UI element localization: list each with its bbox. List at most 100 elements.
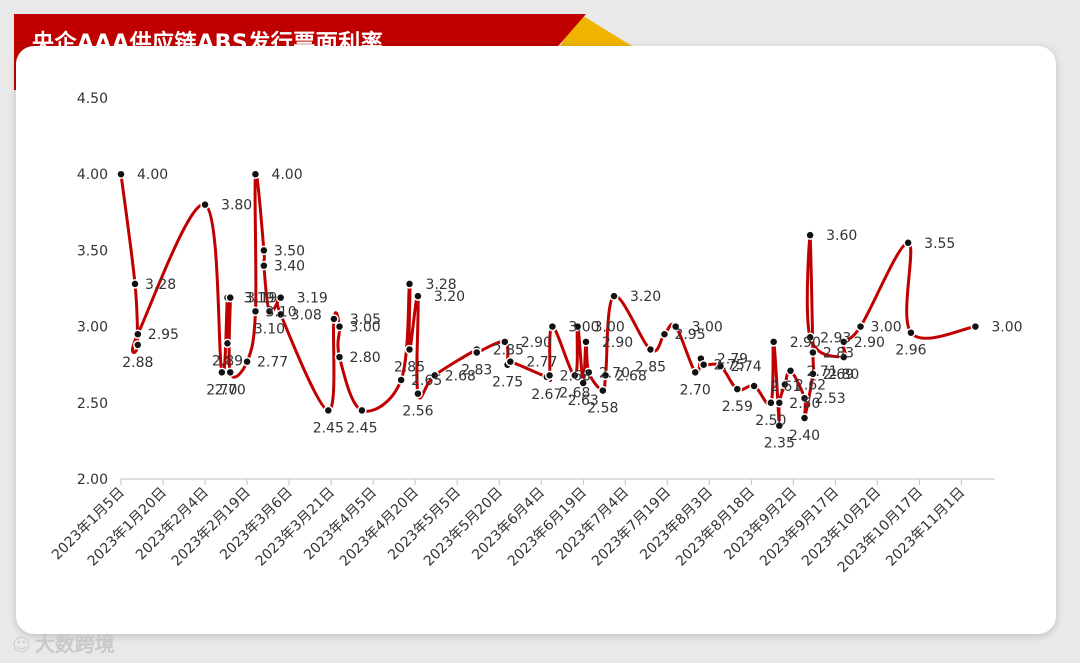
data-labels: 4.00 3.28 2.88 2.95 3.80 2.70 3.19 2.89 3.19 2.70… [122, 167, 1022, 451]
data-point [584, 367, 594, 378]
data-point [906, 327, 916, 338]
x-tick-label: 2023年8月3日 [637, 485, 716, 564]
data-point [334, 321, 345, 332]
watermark-text: 大数跨境 [34, 632, 115, 656]
data-point [264, 306, 275, 317]
data-label: 2.95 [148, 327, 179, 343]
data-label: 3.50 [274, 243, 305, 259]
data-label: 2.53 [815, 391, 846, 407]
data-point [505, 356, 516, 367]
data-point [259, 245, 269, 256]
data-label: 3.20 [434, 289, 465, 305]
data-label: 2.59 [722, 399, 753, 415]
data-point [357, 405, 367, 416]
data-label: 3.40 [274, 259, 305, 275]
data-point [472, 347, 482, 358]
data-label: 2.70 [680, 382, 711, 398]
data-label: 2.70 [599, 365, 630, 381]
data-label: 3.10 [265, 304, 296, 320]
data-point [242, 356, 252, 367]
data-label: 3.19 [243, 291, 274, 307]
data-point [396, 375, 406, 385]
data-label: 2.77 [526, 355, 557, 371]
data-label: 2.74 [730, 359, 761, 375]
data-point [774, 398, 785, 408]
data-point [329, 314, 339, 324]
data-label: 2.77 [257, 355, 288, 371]
x-tick-label: 2023年4月5日 [301, 485, 380, 564]
data-label: 3.19 [297, 291, 328, 307]
data-point [572, 321, 583, 332]
data-point [838, 352, 849, 362]
data-point [645, 344, 656, 355]
data-point [581, 337, 591, 347]
x-tick-label: 2023年9月2日 [721, 485, 800, 564]
data-label: 2.68 [445, 368, 476, 384]
data-label: 2.85 [394, 359, 425, 375]
y-tick-label: 3.50 [77, 243, 108, 259]
data-label: 2.65 [411, 373, 442, 389]
data-point [799, 413, 810, 423]
data-label: 2.90 [854, 335, 885, 351]
data-label: 3.00 [594, 320, 625, 336]
data-point [500, 337, 510, 347]
data-label: 2.58 [587, 401, 618, 417]
data-label: 2.70 [206, 382, 237, 398]
data-point [250, 306, 261, 317]
data-point [413, 388, 423, 399]
data-label: 3.19 [246, 291, 277, 307]
data-point [838, 337, 849, 347]
data-label: 2.69 [823, 367, 854, 383]
chart-card [16, 46, 1056, 634]
data-point [698, 359, 709, 370]
x-axis: 2023年1月5日2023年1月20日2023年2月4日2023年2月19日20… [49, 478, 995, 576]
data-point [855, 321, 866, 332]
data-label: 2.83 [461, 363, 492, 379]
data-point [429, 370, 440, 381]
data-point [609, 291, 619, 301]
data-point [805, 230, 815, 240]
watermark: ☺ 大数跨境 [12, 628, 115, 657]
data-label: 2.56 [402, 404, 433, 420]
data-points [116, 169, 981, 431]
data-label: 2.93 [820, 330, 851, 346]
data-label: 3.28 [145, 277, 176, 293]
data-point [200, 199, 210, 210]
data-point [659, 329, 670, 339]
data-label: 3.55 [924, 236, 955, 252]
x-tick-label: 2023年3月6日 [217, 485, 296, 564]
data-point [805, 332, 815, 343]
data-point [323, 405, 334, 416]
data-point [225, 367, 235, 378]
data-point [133, 329, 143, 339]
data-point [130, 279, 140, 289]
data-label: 3.00 [991, 320, 1022, 336]
data-point [670, 321, 681, 332]
data-label: 2.75 [714, 358, 745, 374]
data-label: 3.05 [350, 312, 381, 328]
data-point [970, 321, 981, 332]
data-point [544, 370, 555, 381]
data-point [749, 381, 759, 391]
data-label: 2.62 [795, 378, 826, 394]
data-point [250, 169, 261, 179]
data-label: 2.85 [493, 342, 524, 358]
data-label: 2.90 [790, 335, 821, 351]
data-label: 3.28 [426, 277, 457, 293]
data-point [600, 370, 611, 381]
y-tick-label: 3.00 [77, 320, 108, 336]
data-point [578, 378, 588, 388]
data-label: 2.90 [521, 335, 552, 351]
data-label: 3.00 [568, 320, 599, 336]
data-point [808, 347, 818, 358]
data-label: 2.50 [789, 396, 820, 412]
data-point [133, 340, 143, 350]
data-point [766, 398, 776, 408]
data-label: 2.88 [122, 355, 153, 371]
data-point [547, 321, 558, 332]
data-point [275, 309, 286, 320]
data-point [217, 367, 227, 378]
data-label: 2.90 [602, 335, 633, 351]
data-label: 3.00 [692, 320, 723, 336]
